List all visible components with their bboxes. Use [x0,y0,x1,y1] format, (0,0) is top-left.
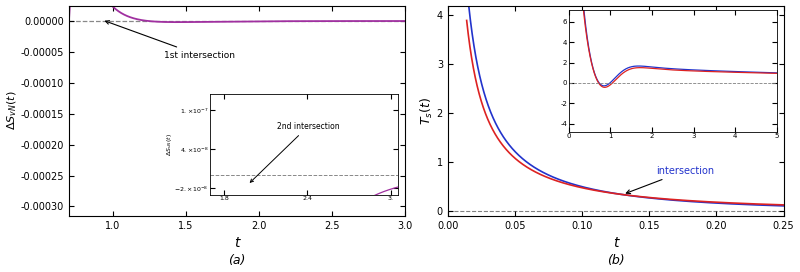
Text: intersection: intersection [626,166,714,194]
Text: (b): (b) [607,254,625,267]
Y-axis label: $T_s(t)$: $T_s(t)$ [419,97,435,125]
Y-axis label: $\Delta S_{vN}(t)$: $\Delta S_{vN}(t)$ [6,91,19,130]
Text: (a): (a) [228,254,246,267]
X-axis label: t: t [234,236,239,250]
X-axis label: t: t [613,236,618,250]
Text: 1st intersection: 1st intersection [106,21,234,60]
